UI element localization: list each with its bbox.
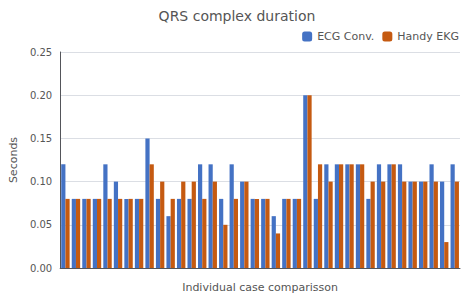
svg-text:Seconds: Seconds <box>7 137 20 183</box>
svg-text:0.20: 0.20 <box>30 90 52 101</box>
svg-text:0.25: 0.25 <box>30 47 52 58</box>
svg-text:0.00: 0.00 <box>30 263 52 274</box>
svg-text:0.15: 0.15 <box>30 133 52 144</box>
svg-text:0.05: 0.05 <box>30 219 52 230</box>
svg-text:ECG Conv.: ECG Conv. <box>317 30 374 43</box>
svg-text:Individual case comparisson: Individual case comparisson <box>182 281 338 294</box>
svg-text:Handy EKG: Handy EKG <box>397 30 459 43</box>
svg-text:0.10: 0.10 <box>30 176 52 187</box>
svg-text:QRS complex duration: QRS complex duration <box>159 8 316 24</box>
